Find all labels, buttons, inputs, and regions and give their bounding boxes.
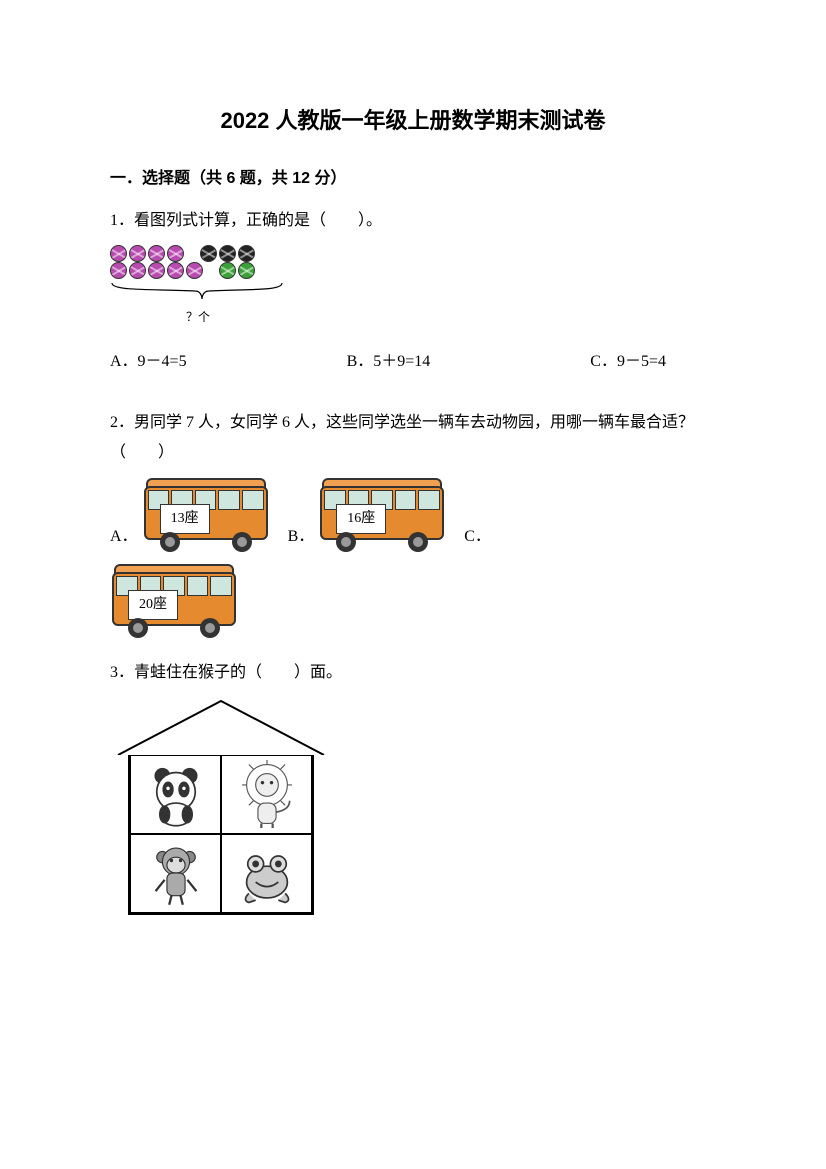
q1-option-b: B．5＋9=14 (347, 347, 431, 377)
cell-frog (221, 834, 312, 913)
q1-text: 1．看图列式计算，正确的是（ ）。 (110, 206, 716, 236)
ball-black (219, 245, 236, 262)
balls-row-2 (110, 262, 716, 279)
bus-16: 16座 (318, 478, 446, 552)
lion-icon (233, 760, 301, 828)
bus-label-13: 13座 (160, 504, 210, 535)
ball-pink (110, 245, 127, 262)
q2-option-c: C． (464, 522, 491, 552)
cell-monkey (130, 834, 221, 913)
bracket-row: ？个 (110, 281, 716, 330)
page-title: 2022 人教版一年级上册数学期末测试卷 (110, 100, 716, 142)
bus-label-16: 16座 (336, 504, 386, 535)
q1-option-c: C．9－5=4 (590, 347, 666, 377)
roof-icon (116, 699, 326, 755)
balls-row-1 (110, 245, 716, 262)
ball-pink (129, 245, 146, 262)
q1-option-a: A．9－4=5 (110, 347, 187, 377)
ball-pink (148, 262, 165, 279)
bracket-label: ？个 (186, 306, 716, 329)
option-letter-c: C． (464, 522, 491, 552)
q2-option-b: B． 16座 (288, 478, 447, 552)
cell-panda (130, 755, 221, 834)
house-figure (116, 699, 716, 915)
ball-pink (167, 262, 184, 279)
frog-icon (233, 839, 301, 907)
balls-figure: ？个 (110, 245, 716, 330)
q2-options: A． 13座 B． 16座 C． (110, 478, 716, 638)
ball-pink (129, 262, 146, 279)
ball-pink (167, 245, 184, 262)
question-3: 3．青蛙住在猴子的（ ）面。 (110, 658, 716, 914)
ball-pink (110, 262, 127, 279)
bus-label-20: 20座 (128, 590, 178, 621)
bus-13: 13座 (142, 478, 270, 552)
q2-option-a: A． 13座 (110, 478, 270, 552)
cell-lion (221, 755, 312, 834)
q2-option-c-bus: 20座 (110, 564, 716, 638)
q3-text: 3．青蛙住在猴子的（ ）面。 (110, 658, 716, 688)
option-letter-b: B． (288, 522, 315, 552)
ball-pink (186, 262, 203, 279)
q2-text: 2．男同学 7 人，女同学 6 人，这些同学选坐一辆车去动物园，用哪一辆车最合适… (110, 408, 716, 469)
monkey-icon (142, 839, 210, 907)
question-2: 2．男同学 7 人，女同学 6 人，这些同学选坐一辆车去动物园，用哪一辆车最合适… (110, 408, 716, 639)
panda-icon (142, 760, 210, 828)
bus-20: 20座 (110, 564, 238, 638)
question-1: 1．看图列式计算，正确的是（ ）。 ？个 (110, 206, 716, 377)
ball-green (238, 262, 255, 279)
q1-options: A．9－4=5 B．5＋9=14 C．9－5=4 (110, 347, 716, 377)
ball-black (200, 245, 217, 262)
ball-black (238, 245, 255, 262)
ball-green (219, 262, 236, 279)
option-letter-a: A． (110, 522, 138, 552)
bracket-icon (110, 281, 285, 303)
ball-pink (148, 245, 165, 262)
section-header: 一．选择题（共 6 题，共 12 分） (110, 164, 716, 194)
